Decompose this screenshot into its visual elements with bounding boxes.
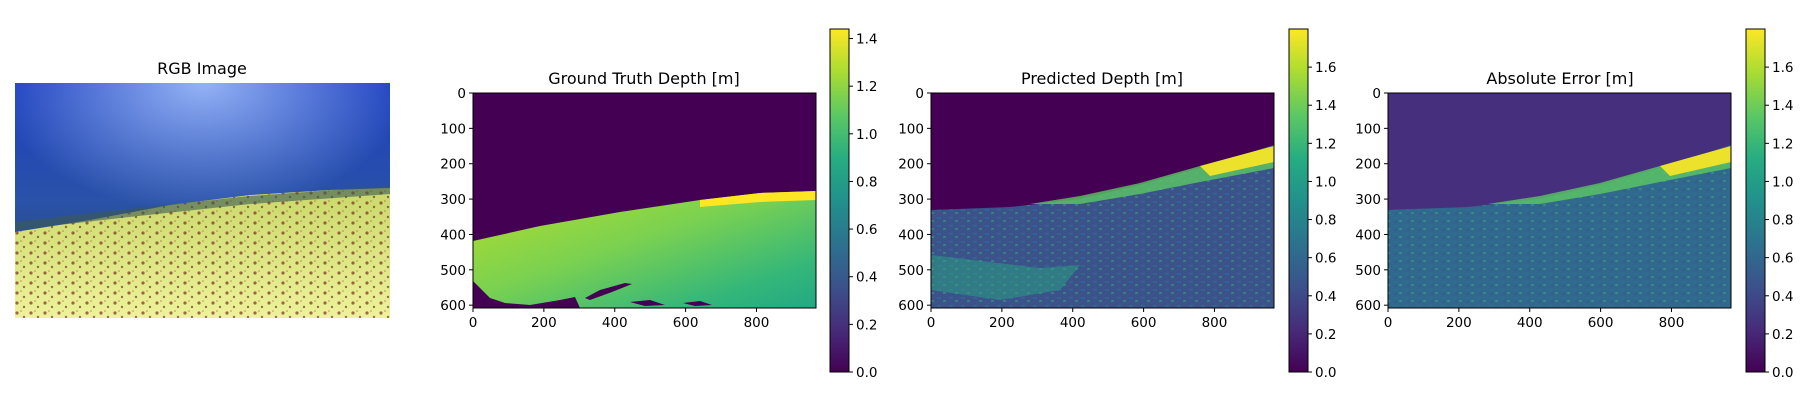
frame-ground-truth <box>472 92 817 309</box>
colorbar-tick-label-ground-truth: 0.6 <box>856 222 877 238</box>
colorbar-tick-label-ground-truth: 0.0 <box>856 365 877 381</box>
ytick-label-absolute-error: 100 <box>1355 121 1381 137</box>
axes-predicted: 0 200 400 600 800 0 100 200 300 400 500 600 <box>898 86 1227 331</box>
ytick-label-predicted: 300 <box>898 192 924 208</box>
xtick-label-ground-truth: 0 <box>469 315 478 331</box>
colorbar-tick-label-predicted: 1.0 <box>1315 174 1336 190</box>
ytick-label-ground-truth: 500 <box>440 263 466 279</box>
colorbar-tick-label-absolute-error: 0.8 <box>1772 213 1793 229</box>
title-absolute-error: Absolute Error [m] <box>1486 69 1633 88</box>
ytick-label-absolute-error: 500 <box>1355 263 1381 279</box>
colorbar-absolute-error: 0.0 0.2 0.4 0.6 0.8 1.0 1.2 1.4 1.6 <box>1745 28 1793 381</box>
colorbar-tick-label-predicted: 0.8 <box>1315 213 1336 229</box>
colorbar-tick-label-predicted: 0.4 <box>1315 289 1336 305</box>
colorbar-tick-label-ground-truth: 0.4 <box>856 270 877 286</box>
ytick-label-absolute-error: 400 <box>1355 227 1381 243</box>
colorbar-tick-label-ground-truth: 1.2 <box>856 79 877 95</box>
colorbar-tick-label-absolute-error: 0.2 <box>1772 327 1793 343</box>
ytick-label-predicted: 400 <box>898 227 924 243</box>
colorbar-ground-truth: 0.0 0.2 0.4 0.6 0.8 1.0 1.2 1.4 <box>829 28 877 381</box>
colorbar-predicted: 0.0 0.2 0.4 0.6 0.8 1.0 1.2 1.4 1.6 <box>1288 28 1336 381</box>
xtick-label-predicted: 200 <box>989 315 1015 331</box>
panel-rgb: RGB Image <box>15 59 390 318</box>
ytick-label-absolute-error: 0 <box>1372 86 1381 102</box>
heatmap-absolute-error <box>1388 93 1731 308</box>
colorbar-tick-label-absolute-error: 1.4 <box>1772 98 1793 114</box>
xtick-label-absolute-error: 400 <box>1517 315 1543 331</box>
colorbar-tick-label-predicted: 0.2 <box>1315 327 1336 343</box>
ytick-label-predicted: 200 <box>898 157 924 173</box>
title-rgb: RGB Image <box>157 59 247 78</box>
colorbar-tick-label-ground-truth: 1.4 <box>856 32 877 48</box>
title-ground-truth: Ground Truth Depth [m] <box>548 69 739 88</box>
colorbar-tick-label-absolute-error: 0.4 <box>1772 289 1793 305</box>
ytick-label-ground-truth: 600 <box>440 298 466 314</box>
ytick-label-absolute-error: 200 <box>1355 157 1381 173</box>
panel-predicted: Predicted Depth [m] 0 200 400 600 800 0 100 200… <box>898 28 1336 381</box>
ytick-label-predicted: 0 <box>915 86 924 102</box>
ytick-label-predicted: 100 <box>898 121 924 137</box>
xtick-label-ground-truth: 600 <box>673 315 699 331</box>
xtick-label-ground-truth: 200 <box>531 315 557 331</box>
xtick-label-absolute-error: 200 <box>1446 315 1472 331</box>
frame-absolute-error <box>1387 92 1732 309</box>
colorbar-tick-label-absolute-error: 1.6 <box>1772 60 1793 76</box>
axes-absolute-error: 0 200 400 600 800 0 100 200 300 400 500 600 <box>1355 86 1684 331</box>
colorbar-tick-label-predicted: 1.4 <box>1315 98 1336 114</box>
ytick-label-ground-truth: 300 <box>440 192 466 208</box>
colorbar-tick-label-predicted: 1.2 <box>1315 136 1336 152</box>
rgb-image <box>15 83 390 318</box>
heatmap-ground-truth <box>473 93 816 308</box>
colorbar-tick-label-absolute-error: 0.0 <box>1772 365 1793 381</box>
xtick-label-predicted: 400 <box>1060 315 1086 331</box>
colorbar-tick-label-absolute-error: 1.0 <box>1772 174 1793 190</box>
ytick-label-ground-truth: 200 <box>440 157 466 173</box>
colorbar-tick-label-ground-truth: 1.0 <box>856 127 877 143</box>
ytick-label-absolute-error: 300 <box>1355 192 1381 208</box>
xtick-label-ground-truth: 800 <box>744 315 770 331</box>
xtick-label-ground-truth: 400 <box>602 315 628 331</box>
colorbar-tick-label-ground-truth: 0.8 <box>856 174 877 190</box>
ytick-label-absolute-error: 600 <box>1355 298 1381 314</box>
xtick-label-absolute-error: 0 <box>1384 315 1393 331</box>
colorbar-tick-label-predicted: 0.0 <box>1315 365 1336 381</box>
xtick-label-predicted: 0 <box>927 315 936 331</box>
xtick-label-predicted: 800 <box>1202 315 1228 331</box>
axes-ground-truth: 0 200 400 600 800 0 100 200 300 400 500 600 <box>440 86 769 331</box>
panel-absolute-error: Absolute Error [m] 0 200 400 600 800 0 100 200 3… <box>1355 28 1793 381</box>
colorbar-tick-label-ground-truth: 0.2 <box>856 317 877 333</box>
ytick-label-predicted: 500 <box>898 263 924 279</box>
colorbar-tick-label-predicted: 1.6 <box>1315 60 1336 76</box>
colorbar-tick-label-absolute-error: 1.2 <box>1772 136 1793 152</box>
ytick-label-ground-truth: 400 <box>440 227 466 243</box>
ytick-label-predicted: 600 <box>898 298 924 314</box>
frame-predicted <box>930 92 1275 309</box>
heatmap-predicted <box>931 93 1274 308</box>
ytick-label-ground-truth: 100 <box>440 121 466 137</box>
colorbar-tick-label-predicted: 0.6 <box>1315 251 1336 267</box>
colorbar-tick-label-absolute-error: 0.6 <box>1772 251 1793 267</box>
panel-ground-truth: Ground Truth Depth [m] 0 200 400 600 800 0 100… <box>440 28 877 381</box>
xtick-label-absolute-error: 800 <box>1659 315 1685 331</box>
title-predicted: Predicted Depth [m] <box>1021 69 1183 88</box>
ytick-label-ground-truth: 0 <box>457 86 466 102</box>
xtick-label-absolute-error: 600 <box>1588 315 1614 331</box>
xtick-label-predicted: 600 <box>1131 315 1157 331</box>
